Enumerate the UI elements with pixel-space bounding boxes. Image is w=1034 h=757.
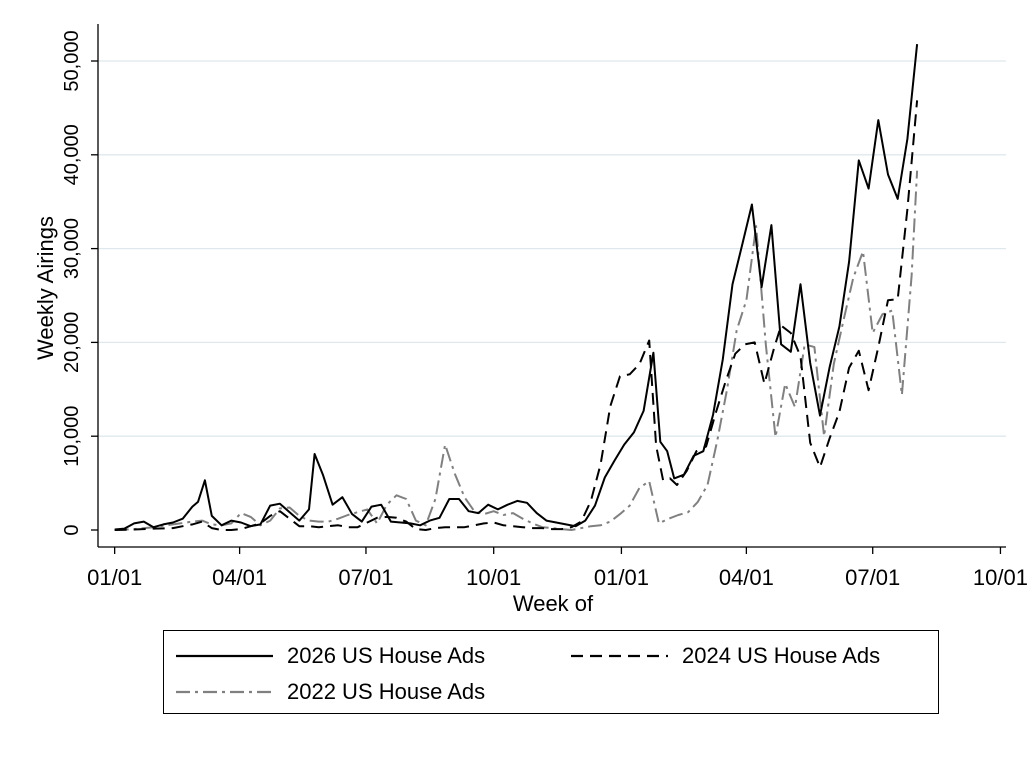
y-tick-label-2: 20,000 [61, 312, 83, 373]
legend-swatch-2024 [571, 654, 668, 658]
legend-swatch-2026 [176, 654, 273, 658]
legend-label-2024: 2024 US House Ads [682, 643, 881, 668]
x-axis-title: Week of [513, 591, 594, 616]
y-tick-label-1: 10,000 [61, 406, 83, 467]
x-tick-label-4: 01/01 [594, 565, 649, 590]
x-tick-label-5: 04/01 [719, 565, 774, 590]
series-line-1 [114, 100, 919, 531]
series-line-2 [114, 170, 919, 531]
series-line-0 [114, 43, 919, 531]
legend-item-2024: 2024 US House Ads [571, 641, 880, 671]
x-tick-label-2: 07/01 [338, 565, 393, 590]
grid-lines [98, 60, 1006, 437]
series-lines [114, 43, 919, 531]
legend-swatch-2022 [176, 690, 273, 694]
axes: 0 10,000 20,000 30,000 40,000 50,000 01/01 04/0… [61, 24, 1028, 590]
y-tick-label-4: 40,000 [61, 124, 83, 185]
x-tick-label-7: 10/01 [973, 565, 1028, 590]
legend-item-2026: 2026 US House Ads [176, 641, 485, 671]
x-tick-label-1: 04/01 [212, 565, 267, 590]
x-tick-label-6: 07/01 [845, 565, 900, 590]
y-tick-label-3: 30,000 [61, 218, 83, 279]
legend: 2026 US House Ads 2024 US House Ads 2022… [163, 630, 939, 714]
x-tick-label-3: 10/01 [466, 565, 521, 590]
legend-item-2022: 2022 US House Ads [176, 677, 485, 707]
x-tick-label-0: 01/01 [87, 565, 142, 590]
y-axis-title: Weekly Airings [33, 216, 58, 360]
y-tick-label-0: 0 [61, 524, 83, 535]
y-tick-label-5: 50,000 [61, 30, 83, 91]
legend-label-2026: 2026 US House Ads [287, 643, 486, 668]
legend-label-2022: 2022 US House Ads [287, 679, 486, 704]
